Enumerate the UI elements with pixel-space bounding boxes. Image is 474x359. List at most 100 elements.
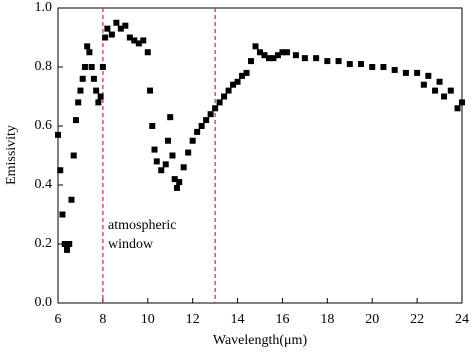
data-point — [261, 52, 268, 59]
y-tick-label: 0.8 — [35, 59, 53, 74]
data-point — [454, 105, 461, 112]
data-point — [234, 78, 241, 85]
data-point — [420, 81, 427, 88]
data-point — [72, 117, 79, 124]
data-point — [335, 58, 342, 65]
data-point — [169, 152, 176, 159]
data-point — [194, 128, 201, 135]
annotation: window — [108, 237, 154, 252]
data-point — [243, 69, 250, 76]
data-point — [189, 137, 196, 144]
data-point — [117, 25, 124, 32]
data-point — [432, 87, 439, 94]
data-point — [79, 75, 86, 82]
y-tick-label: 0.2 — [35, 236, 53, 251]
annotation: atmospheric — [108, 218, 176, 233]
data-point — [257, 49, 263, 56]
x-axis-label: Wavelength(μm) — [213, 333, 308, 348]
data-point — [63, 246, 70, 253]
data-point — [221, 93, 228, 100]
x-tick-label: 24 — [455, 312, 469, 327]
data-point — [122, 22, 129, 29]
data-point — [185, 149, 192, 156]
data-point — [108, 31, 115, 38]
data-point — [75, 99, 82, 106]
data-point — [164, 137, 171, 144]
data-point — [301, 55, 308, 62]
data-point — [81, 64, 88, 70]
data-point — [380, 64, 387, 70]
data-point — [248, 58, 255, 65]
data-point — [279, 49, 286, 56]
data-point — [90, 75, 97, 82]
data-point — [414, 69, 421, 76]
data-point — [239, 72, 246, 79]
data-point — [198, 123, 205, 129]
x-tick-label: 6 — [55, 312, 62, 327]
data-point — [158, 167, 165, 174]
data-point — [369, 64, 376, 70]
data-point — [173, 184, 180, 191]
data-point — [153, 158, 160, 165]
data-point — [425, 72, 432, 79]
data-point — [225, 87, 232, 94]
data-point — [212, 105, 219, 112]
data-point — [436, 78, 443, 85]
data-point — [59, 211, 66, 218]
data-point — [144, 49, 151, 56]
data-point — [216, 99, 223, 106]
data-point — [274, 52, 281, 59]
y-tick-label: 0.4 — [35, 177, 53, 192]
data-point — [104, 25, 111, 32]
data-point — [207, 111, 214, 118]
data-point — [84, 43, 91, 50]
data-point — [162, 161, 169, 168]
data-point — [230, 81, 237, 88]
data-point — [95, 99, 102, 106]
data-point — [126, 34, 133, 41]
data-point — [66, 241, 73, 247]
data-point — [151, 146, 158, 153]
data-point — [70, 152, 77, 159]
data-point — [270, 55, 277, 62]
data-point — [324, 58, 331, 65]
y-tick-label: 0.6 — [35, 118, 53, 133]
data-point — [86, 49, 93, 56]
data-point — [283, 49, 290, 56]
data-point — [93, 87, 100, 94]
x-tick-label: 18 — [320, 312, 334, 327]
data-point — [180, 164, 187, 171]
data-point — [149, 123, 156, 129]
data-point — [447, 87, 454, 94]
data-point — [441, 93, 448, 100]
data-point — [176, 179, 183, 186]
data-point — [55, 131, 61, 138]
data-point — [147, 87, 154, 94]
data-point — [99, 64, 106, 70]
data-point — [171, 176, 178, 183]
data-point — [346, 61, 353, 68]
data-point — [313, 55, 320, 62]
data-point — [88, 64, 95, 70]
y-tick-label: 0.0 — [35, 295, 53, 310]
data-point — [113, 19, 120, 26]
x-tick-label: 22 — [410, 312, 424, 327]
x-tick-label: 8 — [99, 312, 106, 327]
y-tick-label: 1.0 — [35, 0, 53, 15]
data-point — [97, 93, 104, 100]
plot-frame — [57, 7, 463, 304]
data-point — [252, 43, 259, 50]
data-point — [135, 40, 142, 47]
x-tick-label: 20 — [365, 312, 379, 327]
data-point — [292, 52, 299, 59]
data-point — [402, 69, 409, 76]
data-point — [57, 167, 64, 174]
data-point — [68, 196, 75, 203]
data-point — [140, 37, 147, 44]
x-tick-label: 12 — [186, 312, 200, 327]
data-point — [203, 117, 210, 124]
data-point — [61, 241, 68, 247]
data-point — [167, 114, 174, 121]
y-axis-label: Emissivity — [4, 125, 19, 185]
